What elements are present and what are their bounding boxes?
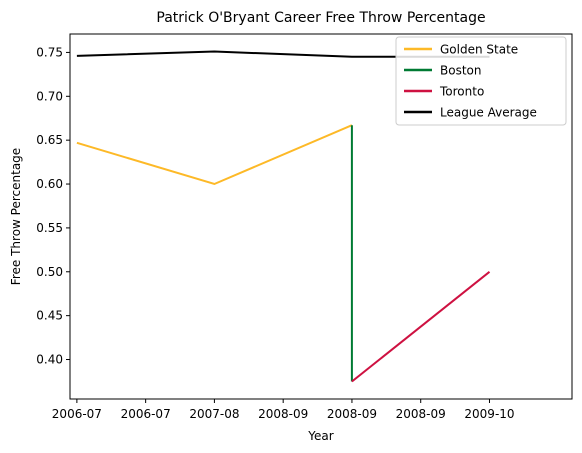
x-tick-label: 2007-08	[189, 407, 239, 421]
y-tick-label: 0.65	[36, 133, 63, 147]
y-tick-label: 0.40	[36, 353, 63, 367]
y-tick-label: 0.55	[36, 221, 63, 235]
x-axis-label: Year	[307, 429, 333, 443]
chart-title: Patrick O'Bryant Career Free Throw Perce…	[156, 10, 485, 26]
x-axis: 2006-07 2006-07 2007-08 2008-09 2008-09 2008-…	[52, 399, 515, 421]
legend-label: League Average	[440, 106, 537, 120]
x-tick-label: 2006-07	[121, 407, 171, 421]
y-tick-label: 0.60	[36, 177, 63, 191]
y-tick-label: 0.70	[36, 89, 63, 103]
x-tick-label: 2008-09	[396, 407, 446, 421]
x-tick-label: 2008-09	[258, 407, 308, 421]
y-tick-label: 0.50	[36, 265, 63, 279]
legend: Golden State Boston Toronto League Average	[395, 36, 567, 126]
legend-label: Boston	[440, 64, 481, 78]
legend-box	[395, 36, 567, 126]
y-tick-label: 0.75	[36, 45, 63, 59]
x-tick-label: 2008-09	[327, 407, 377, 421]
plot-frame	[69, 33, 573, 400]
series-line-toronto	[351, 271, 491, 383]
x-tick-label: 2009-10	[464, 407, 514, 421]
y-axis-label: Free Throw Percentage	[9, 148, 23, 285]
series-line-golden-state	[76, 124, 353, 186]
legend-label: Golden State	[440, 43, 518, 57]
y-axis: 0.40 0.45 0.50 0.55 0.60 0.65 0.70 0.75	[36, 45, 70, 367]
legend-label: Toronto	[439, 85, 484, 99]
x-tick-label: 2006-07	[52, 407, 102, 421]
y-tick-label: 0.45	[36, 309, 63, 323]
